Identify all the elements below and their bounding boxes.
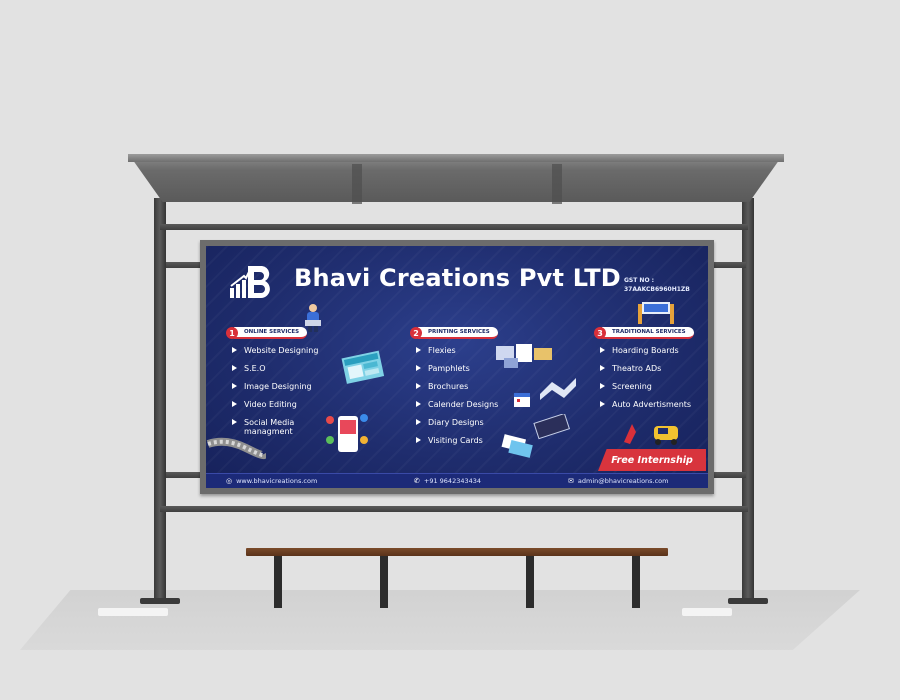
visiting-cards-illustration	[501, 434, 533, 458]
brochure-illustration	[540, 378, 576, 400]
list-item: Auto Advertisments	[600, 400, 708, 418]
free-internship-badge: Free Internship	[598, 449, 706, 471]
list-item: Website Designing	[232, 346, 334, 364]
gst-block: GST NO : 37AAKCB6960H1ZB	[624, 276, 690, 294]
floor-plate-right	[682, 608, 732, 616]
column-heading: 2 PRINTING SERVICES	[410, 326, 518, 340]
shelter-post-right	[742, 198, 754, 602]
column-number: 3	[594, 327, 606, 339]
column-title: ONLINE SERVICES	[234, 327, 308, 339]
mid-rail-right	[710, 262, 746, 268]
globe-icon: ◎	[226, 477, 233, 485]
email-text: admin@bhavicreations.com	[577, 477, 669, 485]
column-number: 2	[410, 327, 422, 339]
bench-leg	[380, 556, 388, 608]
bench-seat	[246, 548, 668, 556]
list-item: Calender Designs	[416, 400, 518, 418]
column-heading: 1 ONLINE SERVICES	[226, 326, 334, 340]
lower-rail-left	[166, 472, 206, 478]
list-item: Pamphlets	[416, 364, 518, 382]
column-heading: 3 TRADITIONAL SERVICES	[594, 326, 708, 340]
list-item: Social Media managment	[232, 418, 308, 438]
list-item: Diary Designs	[416, 418, 518, 436]
film-reel-illustration	[206, 437, 266, 460]
roof-rib-left	[352, 164, 362, 204]
lower-rail-right	[710, 472, 746, 478]
printing-samples-illustration	[496, 344, 552, 368]
list-item: Hoarding Boards	[600, 346, 702, 364]
website-mockup-illustration	[341, 350, 385, 384]
mail-icon: ✉	[568, 477, 574, 485]
column-title: TRADITIONAL SERVICES	[602, 327, 694, 339]
list-item: Screening	[600, 382, 702, 400]
gst-number: 37AAKCB6960H1ZB	[624, 286, 690, 293]
list-item: Brochures	[416, 382, 518, 400]
list-item: Visiting Cards	[416, 436, 518, 454]
list-item: Video Editing	[232, 400, 334, 418]
phone-icon: ✆	[414, 477, 420, 485]
website-contact: ◎ www.bhavicreations.com	[226, 477, 317, 485]
email-contact: ✉ admin@bhavicreations.com	[568, 477, 669, 485]
service-list: Website Designing S.E.O Image Designing …	[232, 346, 334, 438]
online-services-column: 1 ONLINE SERVICES Website Designing S.E.…	[226, 326, 334, 438]
social-media-phone-illustration	[326, 414, 368, 452]
printing-services-column: 2 PRINTING SERVICES Flexies Pamphlets Br…	[410, 326, 518, 454]
company-title: Bhavi Creations Pvt LTD	[294, 264, 621, 292]
hoarding-workers-illustration	[638, 302, 674, 324]
bench-leg	[274, 556, 282, 608]
list-item: Theatro ADs	[600, 364, 702, 382]
bench-leg	[632, 556, 640, 608]
service-list: Flexies Pamphlets Brochures Calender Des…	[416, 346, 518, 454]
list-item: Image Designing	[232, 382, 334, 400]
column-number: 1	[226, 327, 238, 339]
company-logo	[230, 266, 270, 298]
phone-contact: ✆ +91 9642343434	[414, 477, 481, 485]
roof-rib-right	[552, 164, 562, 204]
floor-plate-left	[98, 608, 168, 616]
contact-bar: ◎ www.bhavicreations.com ✆ +91 964234343…	[206, 473, 708, 488]
traditional-services-column: 3 TRADITIONAL SERVICES Hoarding Boards T…	[594, 326, 708, 418]
billboard: Bhavi Creations Pvt LTD GST NO : 37AAKCB…	[206, 246, 708, 488]
auto-rickshaw-illustration	[624, 424, 678, 445]
bottom-rail	[160, 506, 748, 512]
shelter-roof	[130, 156, 782, 202]
post-foot-left	[140, 598, 180, 604]
gst-label: GST NO :	[624, 277, 655, 284]
calendar-illustration	[514, 393, 530, 407]
shelter-post-left	[154, 198, 166, 602]
person-with-laptop-illustration	[305, 304, 321, 332]
phone-text: +91 9642343434	[423, 477, 482, 485]
mid-rail-left	[166, 262, 206, 268]
bench-leg	[526, 556, 534, 608]
list-item: Flexies	[416, 346, 518, 364]
list-item: S.E.O	[232, 364, 334, 382]
upper-rail	[160, 224, 748, 230]
diary-illustration	[533, 414, 571, 440]
website-text: www.bhavicreations.com	[236, 477, 318, 485]
post-foot-right	[728, 598, 768, 604]
column-title: PRINTING SERVICES	[418, 327, 498, 339]
roof-edge	[128, 154, 784, 162]
service-list: Hoarding Boards Theatro ADs Screening Au…	[600, 346, 708, 418]
